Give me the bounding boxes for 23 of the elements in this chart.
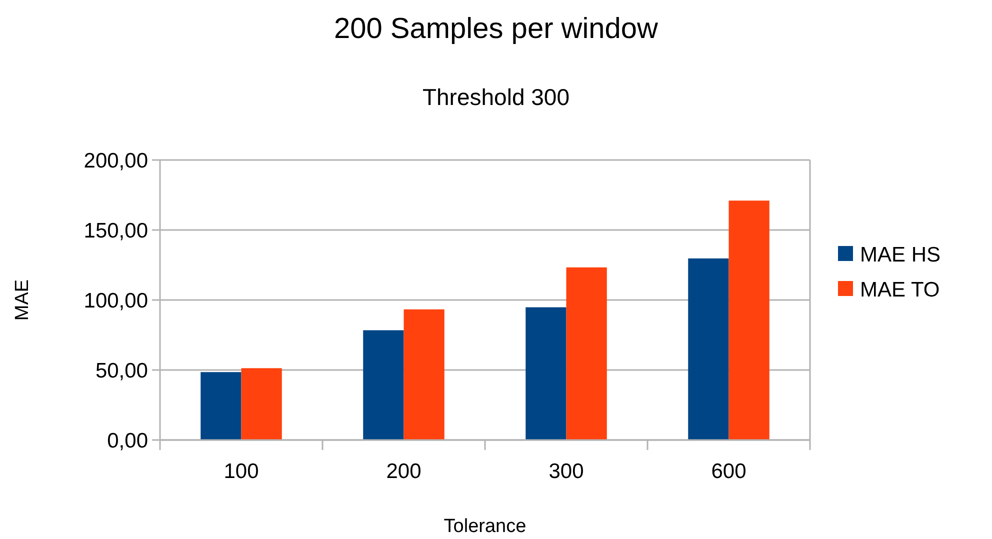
bar: [526, 307, 566, 440]
x-tick-label: 300: [548, 460, 584, 483]
bar: [363, 330, 404, 440]
bar: [566, 267, 607, 440]
chart-subtitle: Threshold 300: [422, 84, 570, 110]
legend-label: MAE TO: [860, 278, 940, 302]
y-tick-label: 0,00: [107, 429, 148, 452]
y-axis-title: MAE: [12, 279, 33, 321]
bar: [404, 309, 444, 440]
bar: [728, 200, 770, 440]
legend-label: MAE HS: [860, 243, 941, 266]
bar: [200, 372, 242, 440]
y-tick-label: 200,00: [84, 149, 148, 172]
x-tick-label: 600: [711, 460, 746, 483]
bar: [688, 258, 729, 440]
chart-title: 200 Samples per window: [334, 13, 660, 45]
y-tick-label: 150,00: [84, 219, 148, 242]
y-tick-label: 100,00: [84, 289, 148, 312]
bar: [241, 368, 282, 440]
x-tick-label: 200: [386, 460, 422, 483]
x-tick-label: 100: [224, 460, 259, 483]
x-axis-title: Tolerance: [444, 516, 526, 537]
y-tick-label: 50,00: [95, 359, 148, 382]
